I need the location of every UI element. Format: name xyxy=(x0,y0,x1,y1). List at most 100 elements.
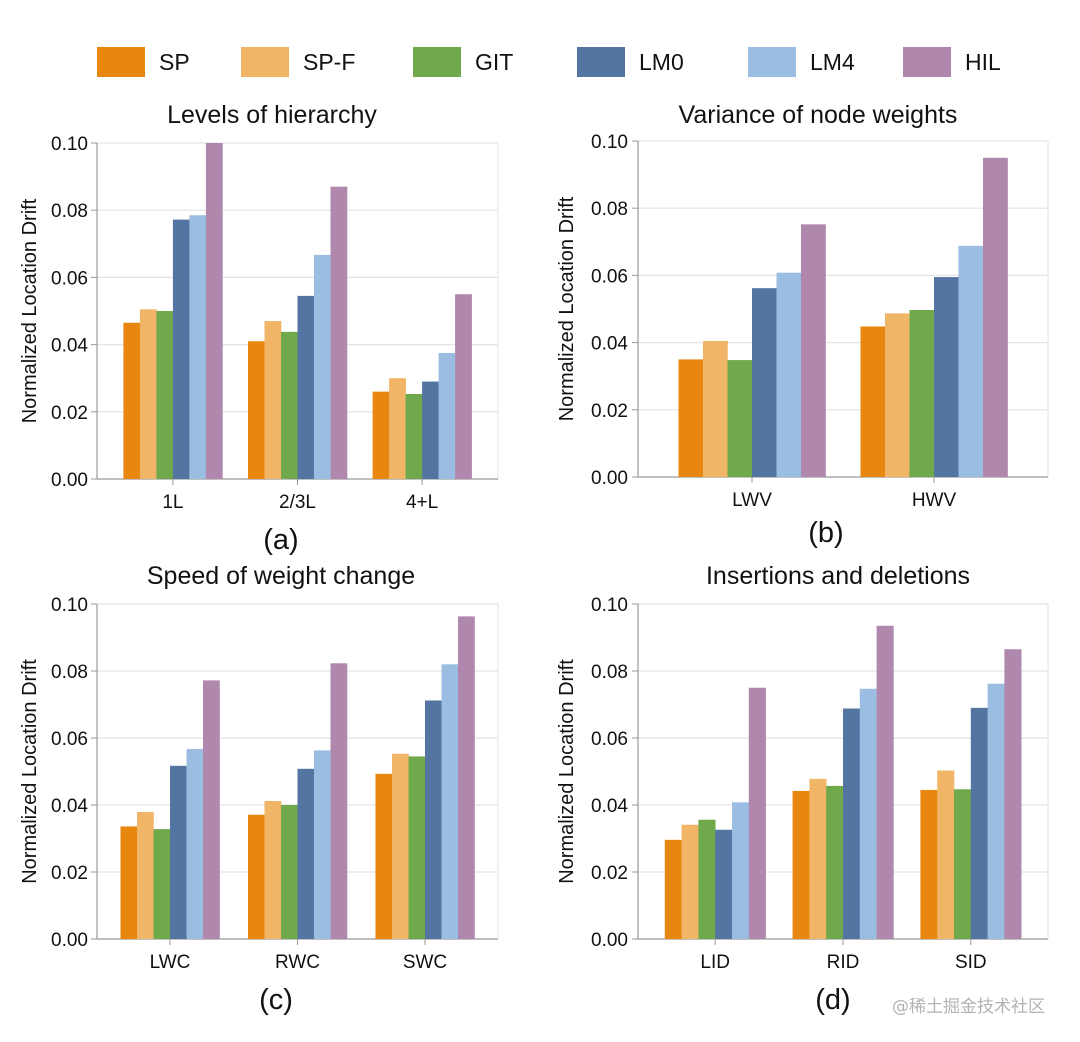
y-tick-label: 0.08 xyxy=(591,199,628,220)
bar-sp-lid xyxy=(664,839,682,939)
y-tick-label: 0.04 xyxy=(51,796,88,817)
y-tick-label: 0.04 xyxy=(51,336,88,357)
bar-sp-f-sid xyxy=(937,770,955,939)
y-tick-label: 0.06 xyxy=(51,268,88,289)
legend-item-lm4: LM4 xyxy=(748,46,855,78)
bar-lm4-1l xyxy=(189,215,207,480)
y-tick-label: 0.10 xyxy=(591,132,628,153)
bar-hil-rwc xyxy=(330,663,348,939)
bar-sp-f-lwv xyxy=(703,340,728,477)
x-tick-label: HWV xyxy=(912,490,957,511)
legend-swatch-git xyxy=(413,47,461,77)
bar-hil-hwv xyxy=(983,157,1008,478)
x-tick-label: RWC xyxy=(275,952,320,973)
y-tick-label: 0.10 xyxy=(591,595,628,616)
bar-sp-f-4-l xyxy=(389,378,406,479)
legend-swatch-lm4 xyxy=(748,47,796,77)
watermark: @稀土掘金技术社区 xyxy=(892,997,1045,1017)
x-tick-label: RID xyxy=(827,952,860,973)
panel-caption: (a) xyxy=(263,524,298,556)
bar-lm0-2-3l xyxy=(297,295,315,479)
panel-caption: (d) xyxy=(815,984,850,1016)
chart-title: Insertions and deletions xyxy=(706,562,970,590)
y-tick-label: 0.06 xyxy=(51,729,88,750)
bar-lm4-lwc xyxy=(186,749,204,939)
bar-sp-f-swc xyxy=(392,753,409,939)
bar-hil-2-3l xyxy=(330,186,348,479)
y-axis-label: Normalized Location Drift xyxy=(19,198,41,423)
y-tick-label: 0.10 xyxy=(51,134,88,155)
legend-label-hil: HIL xyxy=(965,48,1001,75)
bar-lm4-lid xyxy=(732,802,750,939)
legend-swatch-hil xyxy=(903,47,951,77)
y-tick-label: 0.06 xyxy=(591,266,628,287)
bar-hil-swc xyxy=(458,616,475,939)
x-tick-label: SWC xyxy=(403,952,447,973)
bar-git-lwv xyxy=(727,360,753,477)
bar-hil-lwv xyxy=(801,224,826,477)
bar-lm0-sid xyxy=(970,707,988,939)
bar-sp-rid xyxy=(792,790,810,939)
bar-git-1l xyxy=(156,311,174,479)
bar-lm0-4-l xyxy=(422,381,439,479)
bar-hil-sid xyxy=(1004,649,1022,939)
bar-sp-f-rid xyxy=(809,778,827,939)
legend-item-git: GIT xyxy=(413,46,513,78)
bar-sp-lwc xyxy=(120,826,138,939)
x-tick-label: 2/3L xyxy=(279,492,316,513)
y-tick-label: 0.10 xyxy=(51,595,88,616)
chart-title: Variance of node weights xyxy=(679,101,958,129)
y-tick-label: 0.02 xyxy=(51,403,88,424)
legend-item-lm0: LM0 xyxy=(577,46,684,78)
y-tick-label: 0.00 xyxy=(591,930,628,951)
x-tick-label: LWV xyxy=(732,490,772,511)
x-tick-label: LID xyxy=(700,952,730,973)
bar-sp-4-l xyxy=(372,391,390,479)
y-axis-label: Normalized Location Drift xyxy=(556,659,578,884)
legend-swatch-sp xyxy=(97,47,145,77)
bar-lm4-sid xyxy=(987,683,1005,939)
panel-caption: (c) xyxy=(259,984,293,1016)
bar-lm0-hwv xyxy=(934,277,959,477)
bar-lm0-lwv xyxy=(752,288,777,477)
x-tick-label: 1L xyxy=(162,492,183,513)
bar-lm4-swc xyxy=(441,664,459,939)
bar-lm4-4-l xyxy=(438,353,456,479)
bar-sp-f-1l xyxy=(139,309,157,479)
bar-sp-2-3l xyxy=(248,341,265,479)
bar-lm0-1l xyxy=(172,219,190,479)
bar-git-hwv xyxy=(909,310,935,477)
bar-git-rwc xyxy=(281,805,298,939)
x-tick-label: 4+L xyxy=(406,492,438,513)
bar-sp-f-hwv xyxy=(885,313,910,477)
bar-sp-f-2-3l xyxy=(264,321,282,479)
bar-hil-lid xyxy=(748,687,766,939)
bar-sp-swc xyxy=(375,773,393,939)
y-tick-label: 0.00 xyxy=(51,930,88,951)
bar-lm0-rid xyxy=(843,708,861,939)
y-axis-label: Normalized Location Drift xyxy=(556,196,578,421)
bar-hil-4-l xyxy=(455,294,472,479)
y-tick-label: 0.02 xyxy=(591,401,628,422)
bar-lm4-rwc xyxy=(314,750,331,939)
bar-git-sid xyxy=(954,789,972,939)
legend-item-sp-f: SP-F xyxy=(241,46,355,78)
legend-label-sp-f: SP-F xyxy=(303,48,356,75)
legend-item-hil: HIL xyxy=(903,46,1001,78)
bar-lm4-lwv xyxy=(776,272,802,477)
y-tick-label: 0.00 xyxy=(51,470,88,491)
legend-swatch-sp-f xyxy=(241,47,289,77)
legend-label-sp: SP xyxy=(159,48,190,75)
bar-git-lwc xyxy=(153,829,171,939)
bar-git-2-3l xyxy=(281,331,298,479)
bar-git-rid xyxy=(826,785,844,939)
y-tick-label: 0.02 xyxy=(591,863,628,884)
bar-sp-f-lwc xyxy=(137,812,154,939)
y-tick-label: 0.02 xyxy=(51,863,88,884)
y-tick-label: 0.04 xyxy=(591,334,628,355)
bar-lm4-hwv xyxy=(958,245,984,477)
legend-label-lm4: LM4 xyxy=(810,48,855,75)
legend-item-sp: SP xyxy=(97,46,190,78)
